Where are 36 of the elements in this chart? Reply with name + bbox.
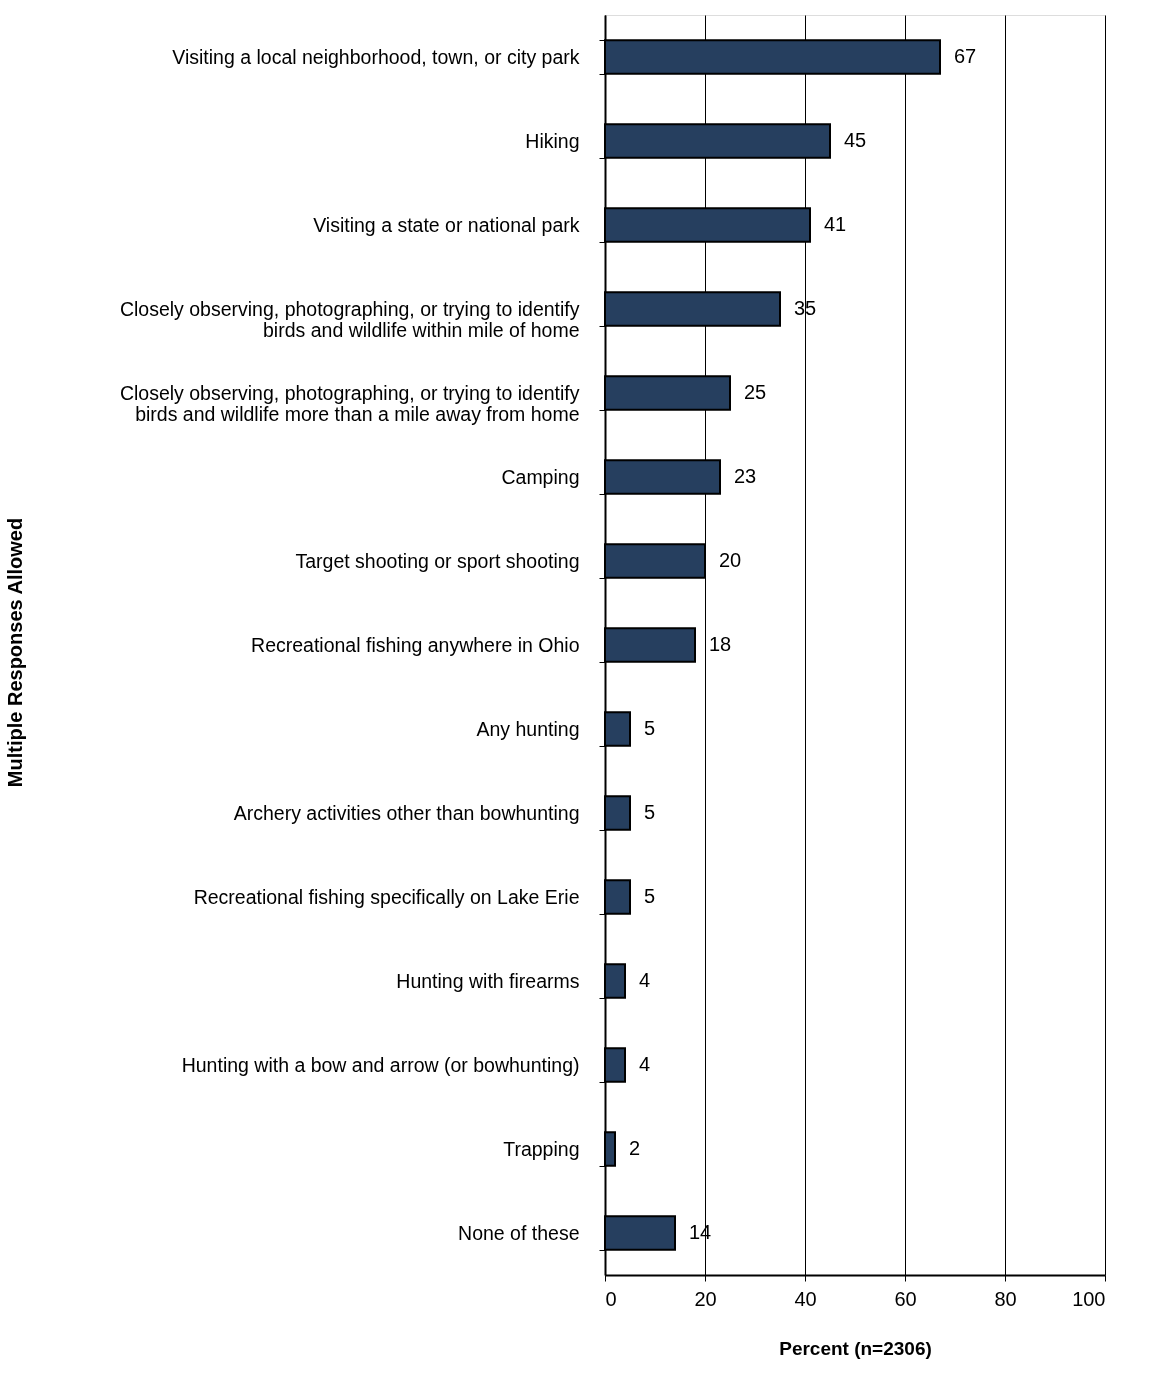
data-label: 67 (954, 45, 977, 67)
x-tick-label: 100 (1072, 1287, 1106, 1310)
data-label: 45 (844, 129, 867, 151)
data-label: 5 (644, 801, 656, 823)
y-tick-label: Recreational fishing anywhere in Ohio (251, 633, 580, 656)
y-tick-label: Hunting with firearms (396, 969, 580, 992)
x-tick-label: 60 (894, 1287, 917, 1310)
data-label: 41 (824, 213, 847, 235)
data-label: 5 (644, 717, 656, 739)
data-label: 4 (639, 969, 651, 991)
y-tick-label: Target shooting or sport shooting (295, 549, 580, 572)
x-tick-label: 80 (994, 1287, 1017, 1310)
y-tick-label: Closely observing, photographing, or trying to identify birds and wildlife within mile of home (119, 297, 580, 341)
y-tick-label: None of these (458, 1221, 580, 1244)
y-tick-label: Any hunting (476, 717, 580, 740)
data-label: 4 (639, 1053, 651, 1075)
data-label: 2 (629, 1137, 641, 1159)
x-tick-label: 20 (694, 1287, 717, 1310)
y-tick-label: Visiting a local neighborhood, town, or city park (172, 45, 580, 68)
y-tick-label: Visiting a state or national park (313, 213, 580, 236)
y-axis-title: Multiple Responses Allowed (3, 517, 26, 788)
data-label: 18 (709, 633, 732, 655)
y-tick-label: Hiking (525, 129, 580, 152)
data-label: 25 (744, 381, 767, 403)
y-tick-label: Closely observing, photographing, or trying to identify birds and wildlife more than a mile away from home (119, 381, 580, 425)
data-label: 5 (644, 885, 656, 907)
data-label: 23 (734, 465, 757, 487)
x-tick-label: 0 (605, 1287, 617, 1310)
x-axis-title: Percent (n=2306) (779, 1337, 932, 1359)
y-tick-label: Recreational fishing specifically on Lake Erie (193, 885, 580, 908)
y-tick-label: Archery activities other than bowhunting (233, 801, 580, 824)
y-tick-label: Camping (501, 465, 580, 488)
x-tick-label: 40 (794, 1287, 817, 1310)
data-label: 20 (719, 549, 742, 571)
y-tick-label: Trapping (503, 1137, 580, 1160)
y-tick-label: Hunting with a bow and arrow (or bowhunting) (181, 1053, 580, 1076)
